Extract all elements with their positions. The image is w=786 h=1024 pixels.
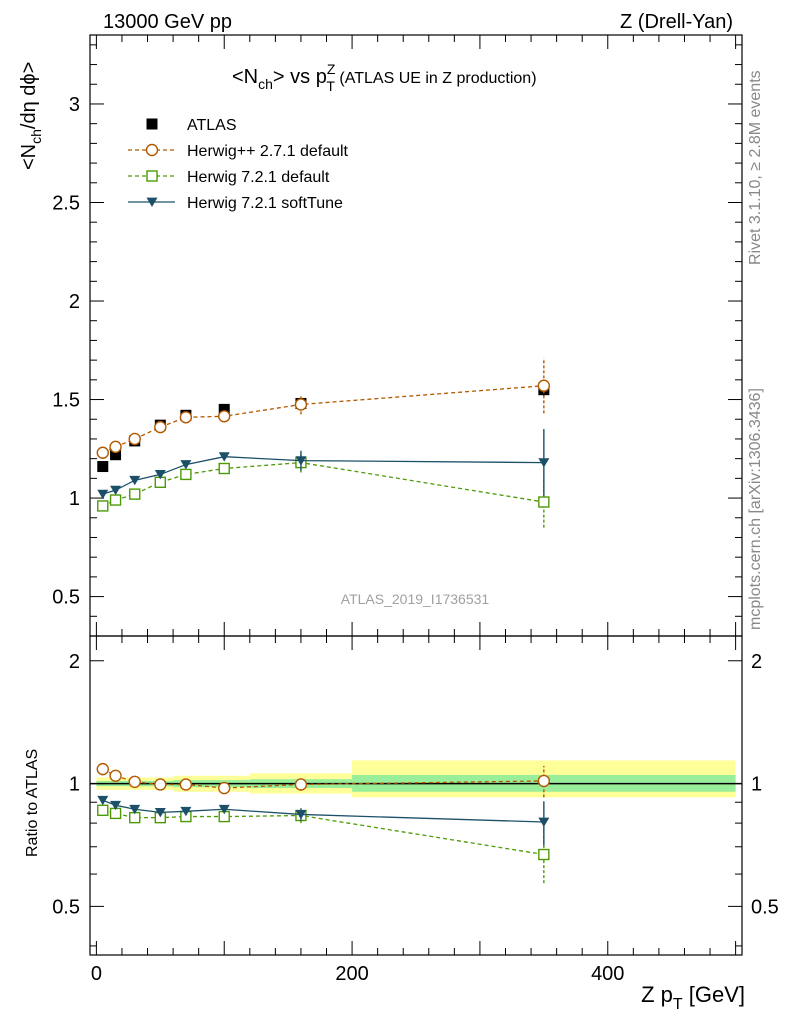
marker-circle — [96, 762, 109, 776]
series-line — [102, 385, 544, 454]
plot-frames — [89, 34, 743, 956]
x-axis-label: Z pT [GeV] — [641, 982, 745, 1013]
marker-circle — [179, 411, 193, 424]
marker-triangle-down — [146, 197, 158, 207]
marker-triangle-down — [295, 456, 307, 466]
marker-triangle-down — [180, 806, 192, 817]
y-tick-label: 2.5 — [52, 192, 80, 214]
series-2 — [97, 452, 550, 884]
marker-open-square — [97, 500, 109, 512]
marker-triangle-down — [538, 817, 550, 827]
ratio-line — [102, 809, 544, 856]
marker-atlas — [110, 449, 122, 461]
ratio-tick-label: 0.5 — [751, 896, 779, 918]
marker-open-square — [109, 494, 122, 506]
marker-triangle-down — [97, 489, 109, 500]
legend-label: ATLAS — [187, 117, 237, 134]
x-tick-label: 0 — [91, 963, 102, 985]
marker-circle — [218, 410, 231, 423]
ratio-plot-frame — [89, 635, 743, 956]
marker-circle — [96, 446, 109, 459]
marker-open-square — [538, 496, 550, 508]
ratio-tick-label: 1 — [751, 774, 762, 796]
marker-atlas — [146, 118, 158, 130]
y-tick-label: 1.5 — [52, 390, 80, 412]
marker-circle — [154, 778, 167, 791]
y-tick-label: 3 — [69, 94, 80, 116]
ratio-tick-label: 0.5 — [52, 896, 80, 918]
marker-circle — [109, 440, 122, 454]
marker-triangle-down — [97, 795, 109, 806]
legend-label: Herwig 7.2.1 default — [187, 169, 330, 186]
series-1 — [96, 358, 551, 798]
axis-ticks: 0 200 400 0.5 1 1.5 2 2.5 3 0.5 0.5 1 1 2 2 — [52, 35, 779, 985]
marker-triangle-down — [110, 485, 122, 496]
marker-triangle-down — [295, 810, 307, 820]
mcplots-source-label: mcplots.cern.ch [arXiv:1306.3436] — [747, 388, 764, 630]
marker-triangle-down — [154, 470, 166, 480]
plot-title: <Nch> vs pZ T (ATLAS UE in Z production) — [232, 61, 537, 94]
ratio-tick-label: 2 — [69, 651, 80, 673]
marker-triangle-down — [129, 804, 141, 815]
marker-atlas — [97, 461, 109, 473]
marker-circle — [218, 781, 231, 795]
marker-circle — [294, 398, 308, 411]
marker-triangle-down — [129, 475, 141, 486]
marker-open-square — [97, 804, 109, 816]
marker-circle — [154, 420, 167, 434]
marker-open-square — [180, 468, 192, 481]
series-line — [102, 461, 544, 507]
marker-triangle-down — [218, 452, 230, 462]
y-tick-label: 2 — [69, 291, 80, 313]
series-line — [102, 456, 544, 495]
marker-open-square — [538, 848, 550, 861]
y-axis-label: <Nch/dη dϕ> — [18, 62, 44, 170]
ratio-uncertainty-bands — [90, 760, 742, 798]
ratio-tick-label: 1 — [69, 774, 80, 796]
x-tick-label: 400 — [591, 963, 624, 985]
process-label: Z (Drell-Yan) — [620, 11, 733, 33]
marker-triangle-down — [110, 800, 122, 811]
marker-open-square — [146, 170, 158, 182]
marker-circle — [537, 379, 551, 392]
data-series — [96, 358, 551, 884]
marker-triangle-down — [180, 460, 192, 470]
x-tick-label: 200 — [335, 963, 368, 985]
marker-triangle-down — [538, 458, 550, 468]
marker-atlas — [218, 403, 230, 415]
marker-circle — [128, 432, 141, 446]
marker-circle — [109, 769, 122, 782]
marker-circle — [145, 143, 159, 157]
beam-label: 13000 GeV pp — [103, 11, 232, 33]
marker-circle — [294, 778, 308, 791]
marker-open-square — [218, 462, 230, 475]
rivet-version-label: Rivet 3.1.10, ≥ 2.8M events — [747, 70, 764, 265]
marker-circle — [537, 774, 551, 788]
ratio-y-axis-label: Ratio to ATLAS — [24, 749, 41, 857]
y-tick-label: 0.5 — [52, 587, 80, 609]
legend-label: Herwig++ 2.7.1 default — [187, 143, 349, 160]
marker-circle — [179, 778, 193, 791]
marker-open-square — [129, 488, 141, 500]
marker-triangle-down — [154, 807, 166, 818]
ratio-line — [102, 799, 544, 823]
y-tick-label: 1 — [69, 488, 80, 510]
series-3 — [97, 429, 550, 846]
marker-circle — [128, 775, 141, 789]
ratio-tick-label: 2 — [751, 651, 762, 673]
analysis-watermark: ATLAS_2019_I1736531 — [341, 591, 490, 607]
legend: ATLAS Herwig++ 2.7.1 default Herwig 7.2.1 … — [128, 117, 349, 212]
marker-triangle-down — [218, 804, 230, 815]
legend-label: Herwig 7.2.1 softTune — [187, 195, 343, 212]
